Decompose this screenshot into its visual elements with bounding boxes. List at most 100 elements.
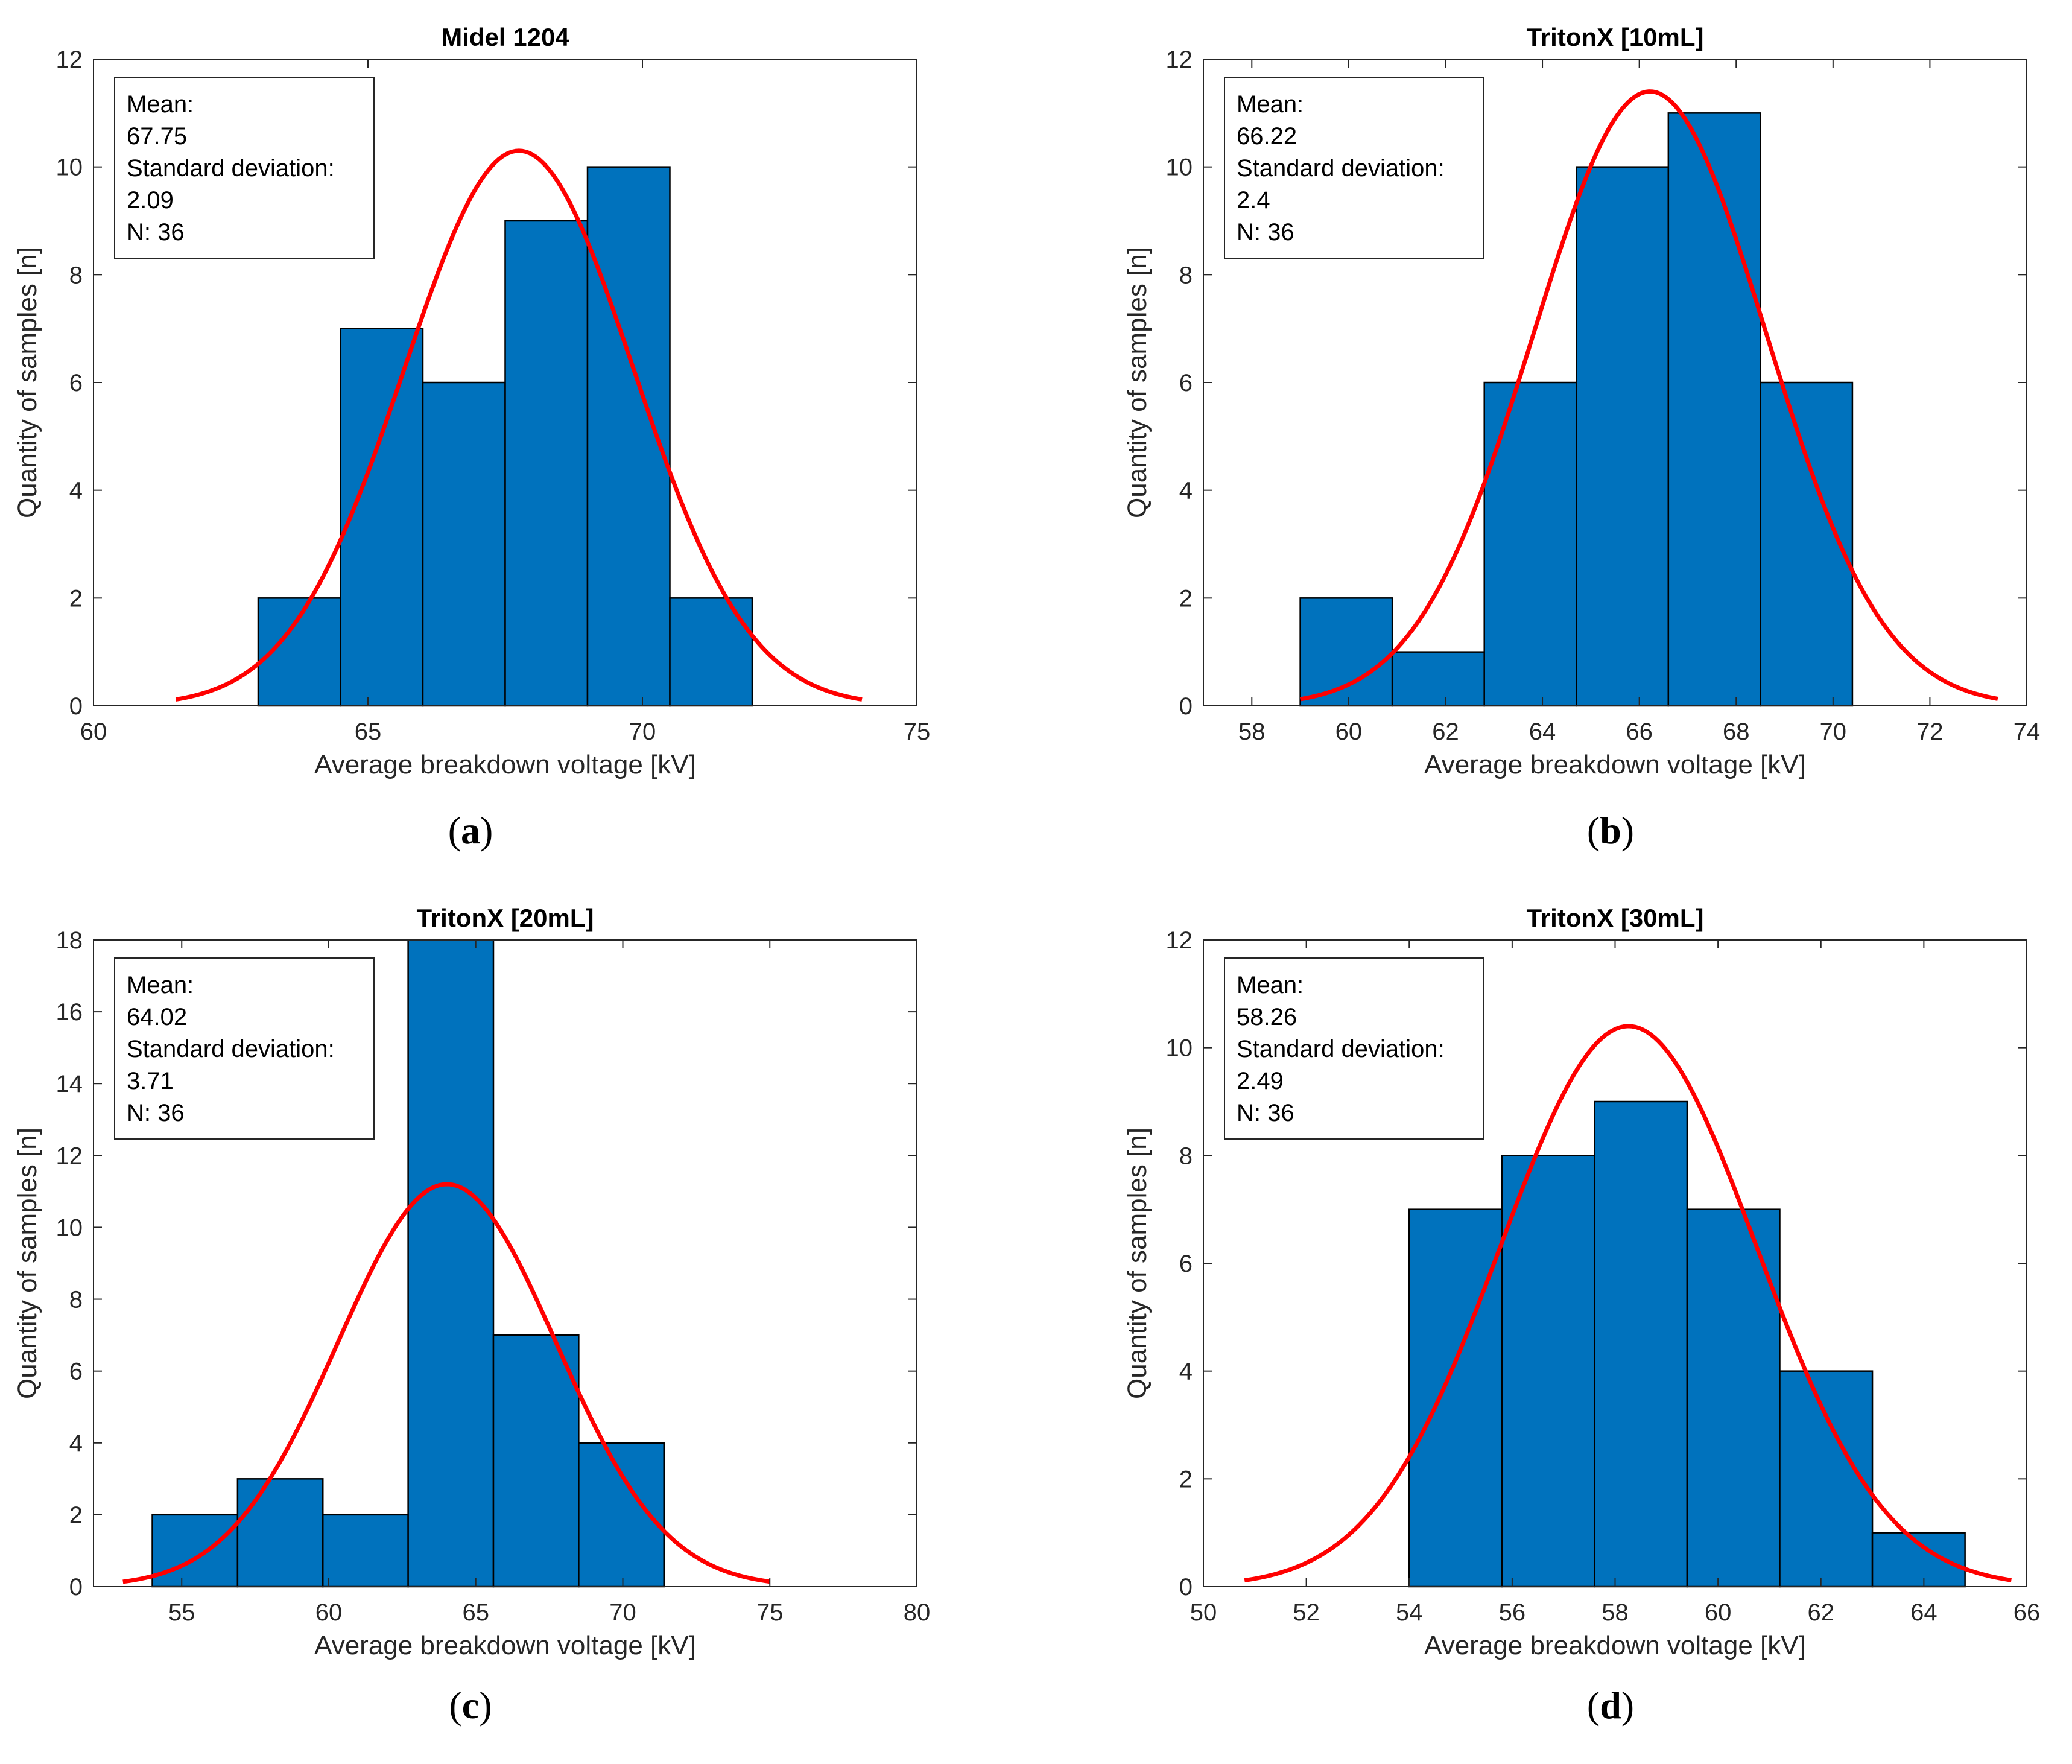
- x-tick-label: 62: [1432, 719, 1459, 745]
- y-tick-label: 6: [69, 370, 83, 396]
- y-tick-label: 0: [69, 693, 83, 720]
- x-tick-label: 72: [1916, 719, 1944, 745]
- histogram-bar: [1391, 651, 1485, 707]
- x-axis-label: Average breakdown voltage [kV]: [314, 1631, 696, 1660]
- stats-mean-label: Mean:: [1237, 972, 1304, 998]
- y-tick-label: 10: [56, 1214, 83, 1241]
- chart-title: TritonX [30mL]: [1526, 904, 1703, 932]
- x-tick-label: 70: [609, 1599, 636, 1626]
- x-tick-label: 62: [1808, 1599, 1835, 1626]
- histogram-bar: [1779, 1370, 1874, 1588]
- y-tick-label: 0: [1179, 693, 1193, 720]
- stats-std-label: Standard deviation:: [1237, 1036, 1445, 1062]
- panel-caption-b: (b): [1586, 809, 1635, 852]
- stats-box: Mean: 66.22 Standard deviation: 2.4 N: 36: [1224, 77, 1484, 259]
- chart-title: Midel 1204: [441, 23, 569, 51]
- stats-box: Mean: 58.26 Standard deviation: 2.49 N: 36: [1224, 957, 1484, 1140]
- y-tick-label: 18: [56, 927, 83, 954]
- stats-box-frame: [1224, 77, 1484, 259]
- y-tick-label: 10: [1166, 154, 1193, 181]
- y-tick-label: 2: [69, 1502, 83, 1529]
- x-tick-label: 50: [1190, 1599, 1217, 1626]
- x-tick-label: 75: [904, 719, 931, 745]
- stats-box: Mean: 67.75 Standard deviation: 2.09 N: 36: [114, 77, 375, 259]
- x-tick-label: 60: [315, 1599, 343, 1626]
- y-tick-label: 2: [69, 585, 83, 612]
- y-axis-label: Quantity of samples [n]: [13, 247, 42, 518]
- x-tick-label: 56: [1499, 1599, 1526, 1626]
- histogram-panel-c: 55 60 65 70 75 80 0 2 4 6 8 10 12 14 16 18 TritonX [20mL…: [13, 904, 931, 1660]
- histogram-bar: [151, 1514, 239, 1588]
- histogram-bar: [1299, 597, 1393, 707]
- histogram-bar: [422, 381, 506, 707]
- axes-box: [93, 939, 917, 1587]
- y-tick-label: 12: [1166, 927, 1193, 954]
- y-tick-label: 6: [1179, 370, 1193, 396]
- stats-std-label: Standard deviation:: [127, 1036, 335, 1062]
- histogram-bar: [322, 1514, 409, 1588]
- y-tick-label: 4: [69, 1430, 83, 1457]
- histogram-bar: [504, 220, 589, 707]
- x-tick-label: 60: [80, 719, 107, 745]
- histogram-bar: [340, 328, 424, 707]
- y-axis-label: Quantity of samples [n]: [1123, 247, 1152, 518]
- histogram-bar: [1408, 1208, 1503, 1588]
- y-tick-label: 12: [56, 1143, 83, 1169]
- histogram-panel-d: 50 52 54 56 58 60 62 64 66 0 2 4 6 8 10 12 TritonX [30mL…: [1123, 904, 2041, 1660]
- stats-std-value: 2.49: [1237, 1068, 1284, 1094]
- stats-box-frame: [114, 957, 375, 1140]
- x-tick-label: 66: [2013, 1599, 2041, 1626]
- y-tick-label: 2: [1179, 585, 1193, 612]
- x-tick-label: 75: [756, 1599, 784, 1626]
- x-tick-label: 64: [1910, 1599, 1937, 1626]
- y-tick-label: 8: [1179, 262, 1193, 288]
- y-tick-label: 4: [1179, 478, 1193, 504]
- panel-caption-c: (c): [449, 1684, 492, 1727]
- x-tick-label: 58: [1238, 719, 1266, 745]
- x-tick-label: 60: [1335, 719, 1363, 745]
- stats-mean-value: 67.75: [127, 123, 187, 150]
- stats-mean-value: 64.02: [127, 1004, 187, 1030]
- stats-mean-label: Mean:: [127, 972, 194, 998]
- histogram-bar: [1576, 166, 1670, 707]
- histogram-bar: [492, 1334, 580, 1588]
- histogram-panel-a: 60 65 70 75 0 2 4 6 8 10 12 Midel 1204 Average break…: [13, 23, 931, 779]
- histogram-bar: [1501, 1155, 1595, 1588]
- stats-n-value: N: 36: [127, 219, 185, 246]
- stats-std-label: Standard deviation:: [127, 155, 335, 182]
- y-tick-label: 4: [1179, 1359, 1193, 1385]
- normal-fit-curve: [122, 1182, 770, 1584]
- histogram-bar: [407, 939, 495, 1588]
- y-axis-label: Quantity of samples [n]: [13, 1128, 42, 1399]
- normal-fit-curve: [175, 148, 863, 702]
- stats-box-frame: [1224, 957, 1484, 1140]
- x-tick-label: 74: [2013, 719, 2041, 745]
- stats-std-value: 2.4: [1237, 187, 1270, 214]
- stats-std-label: Standard deviation:: [1237, 155, 1445, 182]
- stats-std-value: 3.71: [127, 1068, 174, 1094]
- x-tick-label: 65: [355, 719, 382, 745]
- stats-mean-value: 66.22: [1237, 123, 1297, 150]
- x-tick-label: 54: [1396, 1599, 1423, 1626]
- x-tick-label: 55: [168, 1599, 195, 1626]
- x-tick-label: 58: [1602, 1599, 1629, 1626]
- y-tick-label: 16: [56, 999, 83, 1026]
- y-tick-label: 0: [1179, 1574, 1193, 1601]
- stats-mean-value: 58.26: [1237, 1004, 1297, 1030]
- stats-n-value: N: 36: [1237, 219, 1294, 246]
- y-axis-label: Quantity of samples [n]: [1123, 1128, 1152, 1399]
- chart-title: TritonX [10mL]: [1526, 23, 1703, 51]
- y-tick-label: 10: [1166, 1035, 1193, 1062]
- y-tick-label: 4: [69, 478, 83, 504]
- histogram-bar: [1871, 1532, 1966, 1588]
- y-tick-label: 8: [1179, 1143, 1193, 1169]
- x-tick-label: 68: [1723, 719, 1750, 745]
- y-tick-label: 0: [69, 1574, 83, 1601]
- stats-std-value: 2.09: [127, 187, 174, 214]
- histogram-bar: [1760, 381, 1854, 707]
- histogram-bar: [669, 597, 753, 707]
- y-tick-label: 6: [1179, 1251, 1193, 1277]
- x-tick-label: 52: [1293, 1599, 1320, 1626]
- x-tick-label: 80: [904, 1599, 931, 1626]
